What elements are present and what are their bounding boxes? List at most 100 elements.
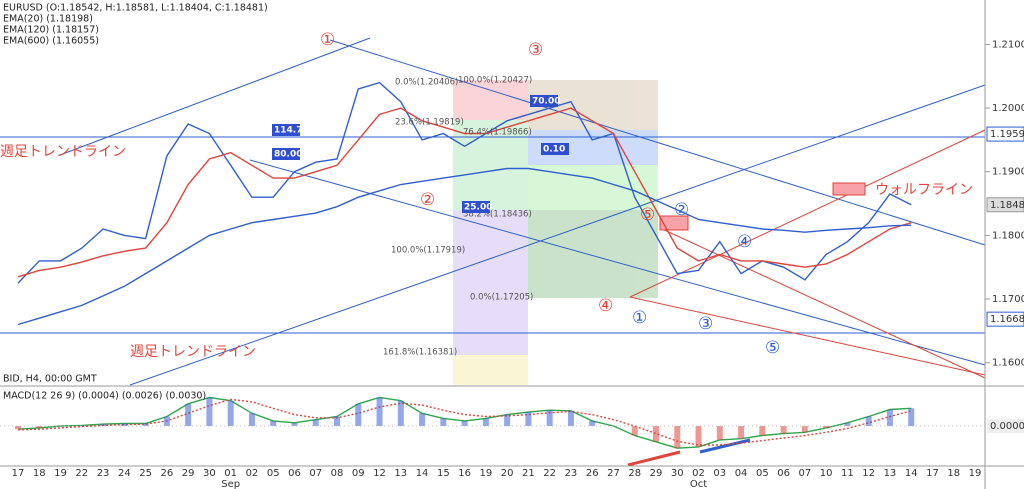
box-label: 70.00 (532, 97, 560, 107)
x-tick-label: 21 (522, 468, 535, 479)
y-tick-label: 1.20000 (992, 103, 1024, 114)
x-tick-label: 29 (650, 468, 663, 479)
annotation: 週足トレンドライン (130, 344, 256, 360)
x-tick-label: 07 (798, 468, 811, 479)
fib-zone (528, 165, 658, 210)
x-tick-label: 02 (692, 468, 705, 479)
trend-line (699, 438, 751, 454)
macd-bar (355, 403, 362, 426)
fib-label: 0.0%(1.20406) (395, 78, 458, 88)
fib-zone (528, 210, 658, 298)
x-tick-label: 12 (862, 468, 875, 479)
legend-text: EMA(20) (1.18198) (3, 14, 93, 25)
x-tick-label: 22 (75, 468, 88, 479)
macd-bar (738, 426, 745, 439)
x-tick-label: 23 (565, 468, 578, 479)
macd-bar (185, 403, 192, 426)
x-tick-label: 20 (501, 468, 514, 479)
x-tick-label: 12 (373, 468, 386, 479)
x-tick-label: 18 (33, 468, 46, 479)
macd-bar (482, 418, 489, 426)
fib-label: 76.4%(1.19866) (463, 128, 532, 138)
x-tick-label: 14 (905, 468, 918, 479)
tag-bg (987, 419, 1024, 433)
x-tick-label: 18 (947, 468, 960, 479)
x-tick-label: 19 (54, 468, 67, 479)
macd-bar (78, 425, 85, 426)
annotation: ⑤ (765, 338, 780, 358)
macd-bar (886, 409, 893, 426)
macd-bar (716, 426, 723, 440)
fib-zone (453, 120, 528, 210)
fib-label: 0.0%(1.17205) (470, 293, 533, 303)
x-tick-label: 07 (309, 468, 322, 479)
x-tick-label: 27 (607, 468, 620, 479)
x-tick-label: 05 (267, 468, 280, 479)
x-tick-label: 22 (543, 468, 556, 479)
trend-line (249, 159, 986, 366)
box-label: 25.00 (464, 203, 492, 213)
x-tick-label: 02 (246, 468, 259, 479)
macd-bar (865, 416, 872, 426)
annotation: ⑤ (640, 205, 655, 225)
x-tick-label: 23 (97, 468, 110, 479)
macd-bar (142, 423, 149, 426)
pane-label: BID, H4, 00:00 GMT (3, 374, 97, 385)
macd-bar (312, 419, 319, 426)
x-tick-label: 15 (437, 468, 450, 479)
x-tick-label: 11 (841, 468, 854, 479)
x-tick-label: 06 (288, 468, 301, 479)
label-box (462, 201, 490, 213)
pane-label: MACD(12 26 9) (0.0004) (0.0026) (0.0030) (3, 391, 206, 402)
macd-bar (227, 400, 234, 426)
macd-bar (419, 413, 426, 426)
x-tick-label: 19 (969, 468, 982, 479)
legend-text: EMA(120) (1.18157) (3, 25, 99, 36)
macd-bar (908, 408, 915, 426)
annotation: ③ (698, 314, 713, 334)
x-tick-label: 25 (139, 468, 152, 479)
annotation: ② (420, 190, 435, 210)
x-tick-label: 03 (713, 468, 726, 479)
trend-line (59, 37, 371, 156)
x-tick-label: 08 (331, 468, 344, 479)
fib-zone (453, 355, 528, 385)
annotation: 週足トレンドライン (0, 144, 126, 160)
macd-bar (844, 422, 851, 426)
series-line (17, 167, 912, 326)
annotation: ② (674, 200, 689, 220)
macd-bar (759, 426, 766, 436)
x-tick-label: 16 (458, 468, 471, 479)
price-tag (986, 126, 1024, 142)
price-tag (986, 197, 1024, 213)
box-label: 114.70 (274, 126, 309, 136)
x-tick-label: 28 (628, 468, 641, 479)
price-tag-label: 1.18481 (990, 200, 1024, 211)
macd-bar (121, 423, 128, 426)
series-line (17, 107, 912, 278)
trend-line (629, 296, 986, 376)
x-tick-label: 30 (203, 468, 216, 479)
macd-bar (567, 410, 574, 426)
y-tick-label: 1.18000 (992, 230, 1024, 241)
fib-label: 100.0%(1.17919) (391, 246, 465, 256)
macd-bar (589, 420, 596, 426)
x-tick-label: 04 (735, 468, 748, 479)
macd-bar (397, 400, 404, 426)
macd-bar (631, 426, 638, 436)
y-tick-label: 1.19000 (992, 167, 1024, 178)
macd-bar (440, 418, 447, 426)
x-tick-label: 17 (926, 468, 939, 479)
macd-bar (461, 420, 468, 426)
x-tick-label: 19 (479, 468, 492, 479)
macd-bar (100, 424, 107, 426)
box-label: 80.00 (274, 150, 302, 160)
x-tick-label: 10 (820, 468, 833, 479)
macd-bar (248, 413, 255, 426)
x-tick-label: 29 (182, 468, 195, 479)
price-tag (986, 311, 1024, 327)
macd-bar (334, 416, 340, 426)
label-box (272, 148, 300, 160)
annotation: ④ (598, 296, 613, 316)
